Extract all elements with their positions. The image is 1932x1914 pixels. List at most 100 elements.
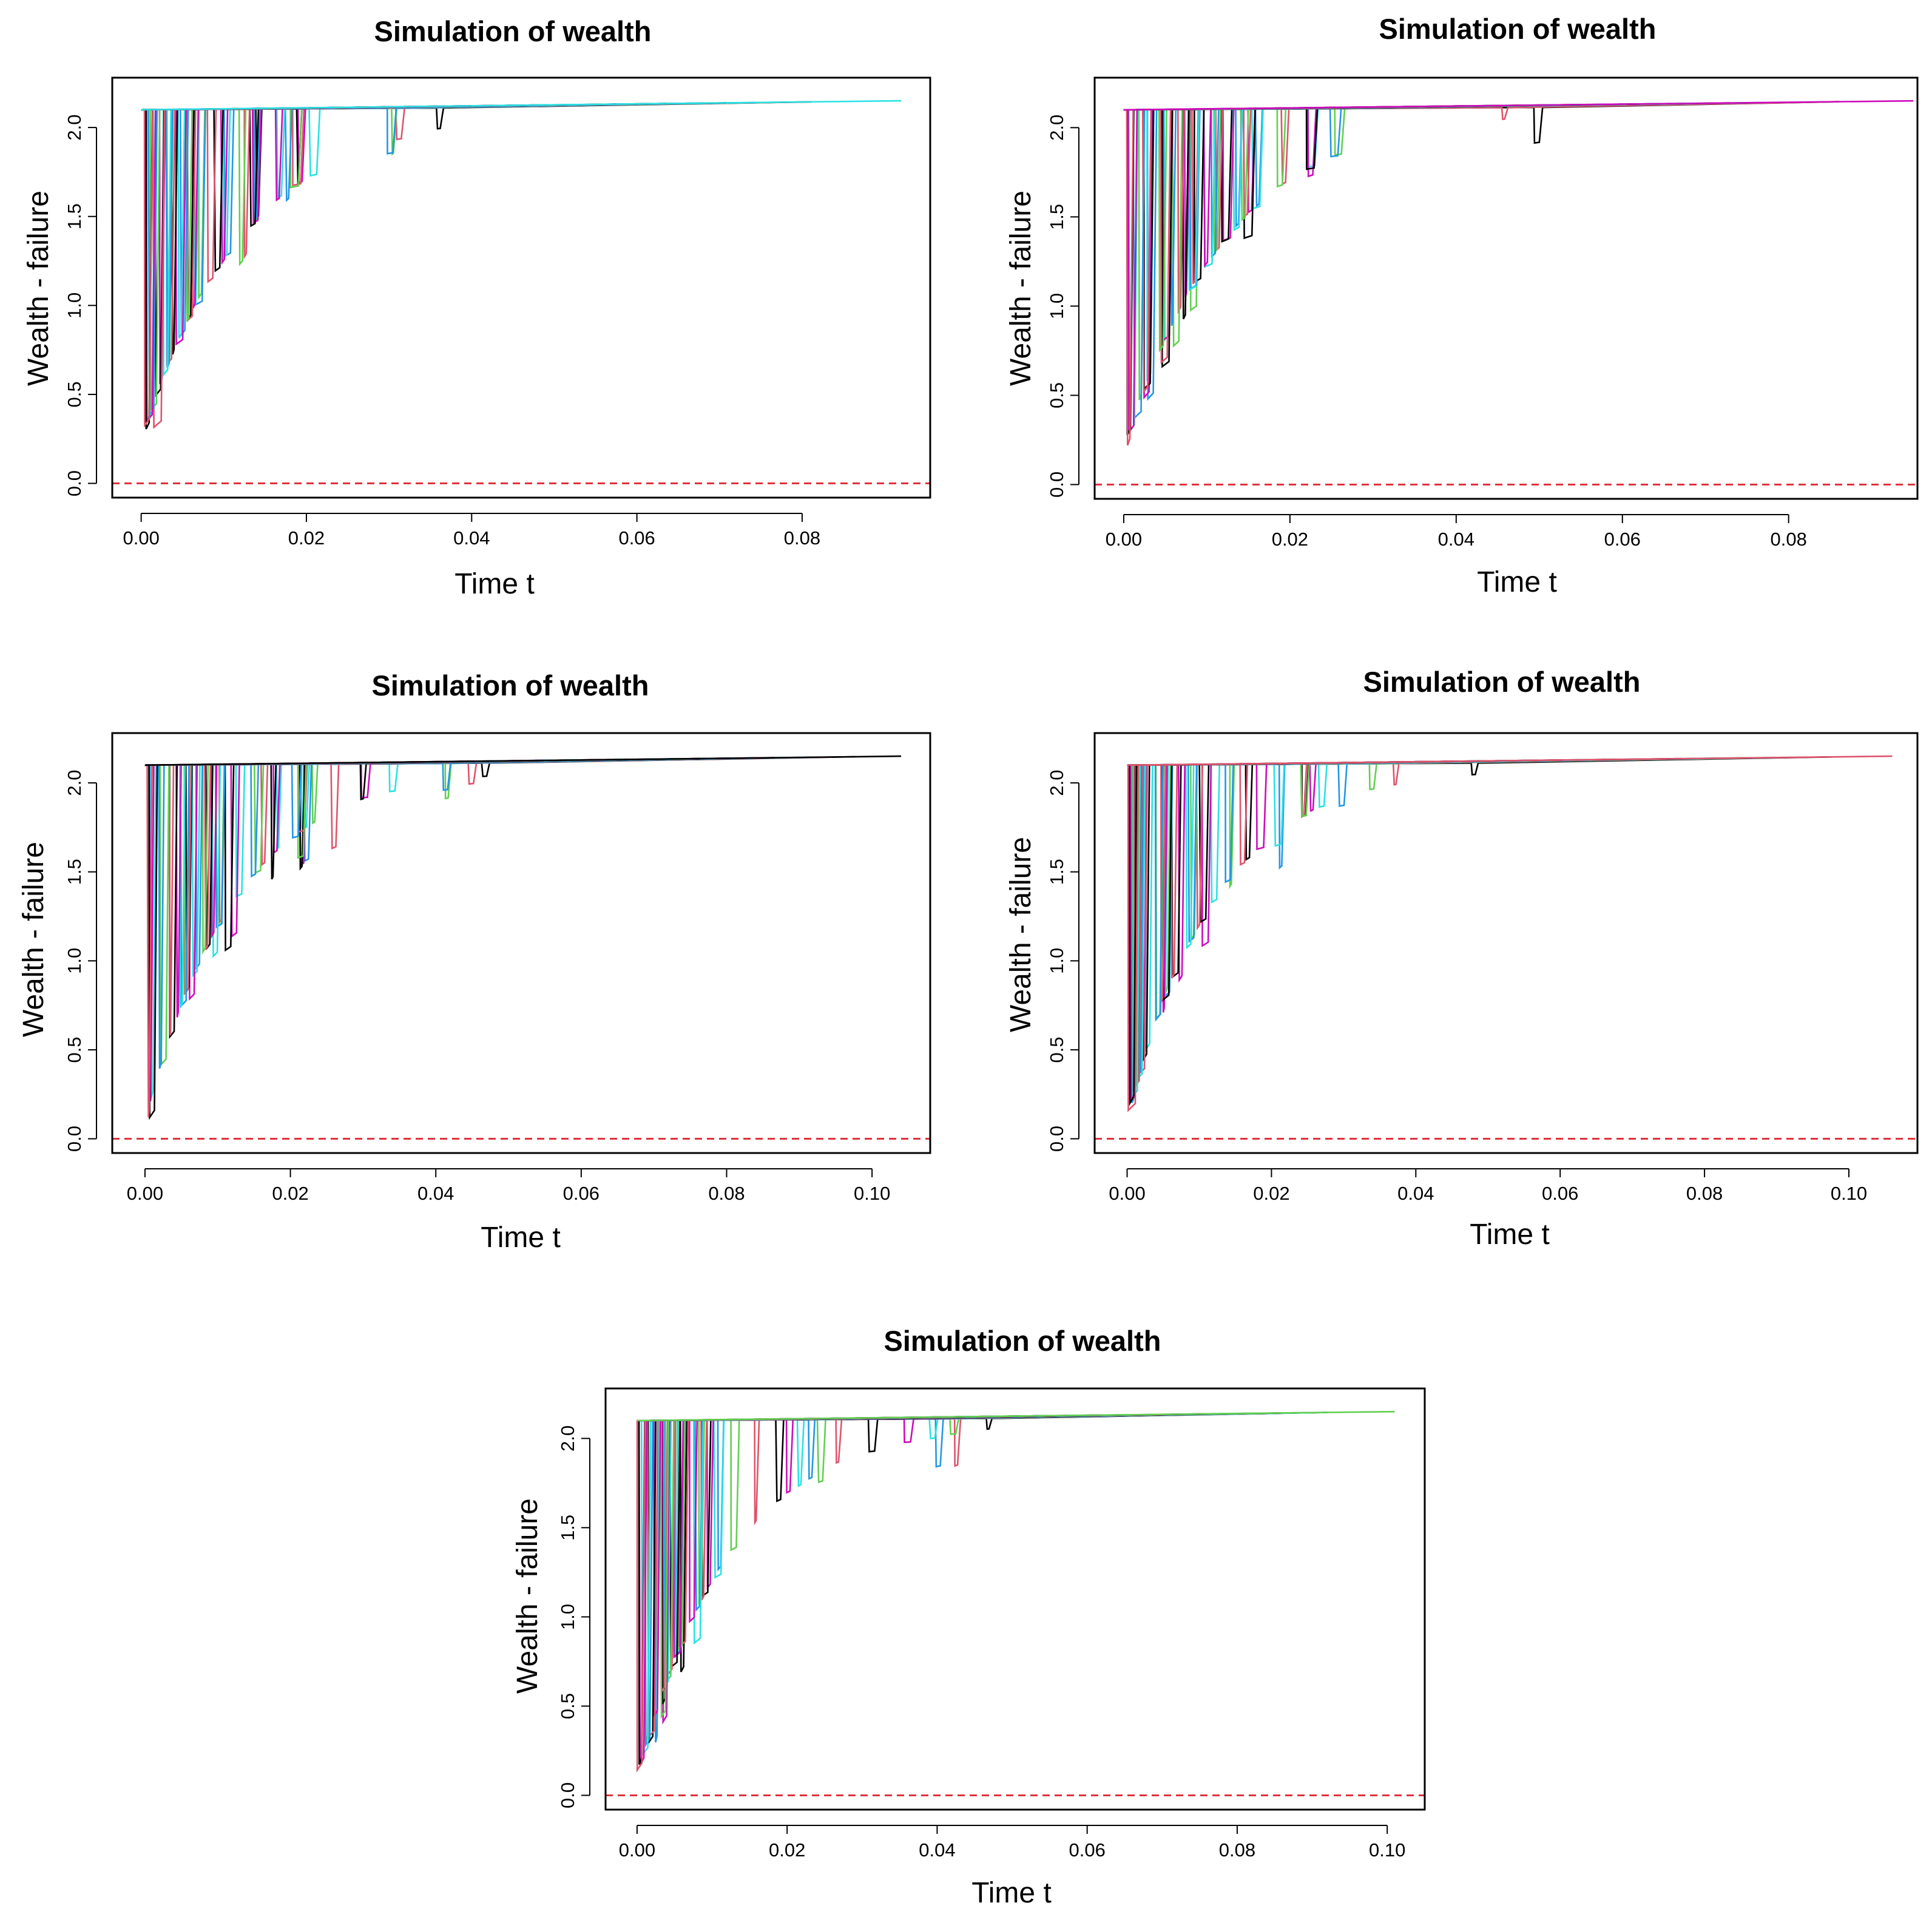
x-tick-label: 0.02 (769, 1839, 805, 1861)
chart-title: Simulation of wealth (1379, 13, 1657, 45)
x-tick-label: 0.06 (1542, 1183, 1578, 1204)
y-tick-label: 1.5 (1046, 204, 1067, 230)
chart-panel-1: Simulation of wealth 0.00 0.02 0.04 0.06 0.0… (22, 15, 931, 600)
chart-panel-4: Simulation of wealth 0.00 0.02 0.04 0.06 0.0… (1005, 666, 1919, 1251)
x-axis: 0.00 0.02 0.04 0.06 0.08 0.10 (1109, 1168, 1867, 1204)
plot-frame (1093, 76, 1919, 500)
y-tick-label: 1.0 (1046, 948, 1067, 974)
y-axis: 0.0 0.5 1.0 1.5 2.0 (1046, 115, 1079, 498)
x-tick-label: 0.00 (1109, 1183, 1145, 1204)
y-tick-label: 1.5 (557, 1515, 578, 1541)
y-tick-label: 1.0 (64, 293, 85, 319)
y-tick-label: 0.5 (557, 1693, 578, 1719)
y-axis-label: Wealth - failure (512, 1498, 544, 1694)
x-axis: 0.00 0.02 0.04 0.06 0.08 (123, 513, 820, 549)
plot-frame (111, 76, 931, 499)
y-tick-label: 2.0 (1046, 770, 1067, 796)
x-tick-label: 0.10 (1369, 1839, 1405, 1861)
y-tick-label: 2.0 (1046, 115, 1067, 141)
chart-title: Simulation of wealth (374, 15, 652, 47)
y-tick-label: 0.0 (64, 470, 85, 496)
x-tick-label: 0.08 (784, 527, 820, 549)
x-tick-label: 0.04 (453, 527, 490, 549)
wealth-paths (141, 100, 902, 430)
x-axis-label: Time t (971, 1877, 1052, 1909)
y-tick-label: 1.0 (1046, 293, 1067, 319)
x-tick-label: 0.00 (1106, 529, 1142, 550)
plot-frame (1093, 732, 1919, 1154)
y-tick-label: 1.0 (64, 948, 85, 974)
wealth-path-longest (637, 1410, 1395, 1422)
y-tick-label: 0.0 (64, 1126, 85, 1152)
x-tick-label: 0.04 (1397, 1183, 1434, 1204)
chart-panel-3: Simulation of wealth 0.00 0.02 0.04 0.06 0.0… (18, 669, 931, 1254)
y-axis-label: Wealth - failure (1005, 191, 1037, 386)
x-axis-label: Time t (454, 568, 535, 600)
y-axis: 0.0 0.5 1.0 1.5 2.0 (64, 115, 97, 496)
x-tick-label: 0.10 (854, 1183, 890, 1204)
x-axis: 0.00 0.02 0.04 0.06 0.08 0.10 (619, 1825, 1405, 1861)
x-tick-label: 0.02 (272, 1183, 308, 1204)
x-tick-label: 0.08 (1219, 1839, 1255, 1861)
y-axis-label: Wealth - failure (18, 842, 50, 1037)
y-tick-label: 1.5 (1046, 859, 1067, 885)
y-tick-label: 1.5 (64, 203, 85, 229)
x-axis: 0.00 0.02 0.04 0.06 0.08 (1106, 514, 1807, 550)
x-axis: 0.00 0.02 0.04 0.06 0.08 0.10 (127, 1168, 890, 1204)
x-axis-label: Time t (1470, 1219, 1550, 1251)
y-axis-label: Wealth - failure (1005, 837, 1037, 1032)
x-axis-label: Time t (1477, 566, 1557, 598)
y-tick-label: 0.0 (1046, 1126, 1067, 1152)
y-tick-label: 2.0 (64, 770, 85, 796)
y-tick-label: 0.5 (64, 1036, 85, 1063)
x-tick-label: 0.08 (1771, 529, 1807, 550)
x-tick-label: 0.06 (563, 1183, 600, 1204)
chart-title: Simulation of wealth (372, 669, 649, 702)
x-tick-label: 0.00 (619, 1839, 655, 1861)
x-tick-label: 0.02 (288, 527, 325, 549)
x-tick-label: 0.00 (123, 527, 159, 549)
chart-title: Simulation of wealth (884, 1325, 1161, 1357)
wealth-paths (144, 755, 902, 1120)
y-axis: 0.0 0.5 1.0 1.5 2.0 (1046, 770, 1079, 1152)
chart-panel-5: Simulation of wealth 0.00 0.02 0.04 0.06 0.0… (512, 1325, 1426, 1909)
y-axis: 0.0 0.5 1.0 1.5 2.0 (557, 1425, 590, 1808)
x-tick-label: 0.04 (919, 1839, 955, 1861)
wealth-path-longest (1123, 100, 1914, 111)
wealth-paths (1127, 755, 1893, 1112)
y-tick-label: 1.5 (64, 859, 85, 885)
wealth-path-longest (1127, 755, 1893, 766)
x-tick-label: 0.06 (618, 527, 655, 549)
y-axis: 0.0 0.5 1.0 1.5 2.0 (64, 770, 97, 1152)
x-tick-label: 0.04 (417, 1183, 454, 1204)
x-tick-label: 0.10 (1831, 1183, 1867, 1204)
x-axis-label: Time t (481, 1222, 561, 1254)
x-tick-label: 0.06 (1069, 1839, 1106, 1861)
wealth-path-longest (144, 755, 902, 766)
y-tick-label: 0.0 (557, 1782, 578, 1808)
plot-frame (111, 732, 931, 1154)
x-tick-label: 0.02 (1272, 529, 1308, 550)
chart-title: Simulation of wealth (1363, 666, 1641, 698)
y-tick-label: 0.0 (1046, 472, 1067, 498)
x-tick-label: 0.04 (1438, 529, 1474, 550)
y-tick-label: 1.0 (557, 1604, 578, 1630)
y-tick-label: 0.5 (1046, 382, 1067, 408)
x-tick-label: 0.00 (127, 1183, 163, 1204)
x-tick-label: 0.06 (1604, 529, 1641, 550)
y-tick-label: 2.0 (64, 115, 85, 141)
x-tick-label: 0.08 (708, 1183, 745, 1204)
chart-panel-2: Simulation of wealth 0.00 0.02 0.04 0.06 0.0… (1005, 13, 1919, 598)
x-tick-label: 0.08 (1686, 1183, 1723, 1204)
y-tick-label: 0.5 (1046, 1036, 1067, 1063)
y-tick-label: 2.0 (557, 1425, 578, 1452)
x-tick-label: 0.02 (1253, 1183, 1289, 1204)
y-axis-label: Wealth - failure (22, 191, 55, 386)
wealth-paths (1123, 100, 1914, 446)
wealth-paths (636, 1410, 1395, 1773)
plot-frame (604, 1387, 1426, 1811)
y-tick-label: 0.5 (64, 381, 85, 407)
wealth-path-longest (141, 100, 902, 111)
